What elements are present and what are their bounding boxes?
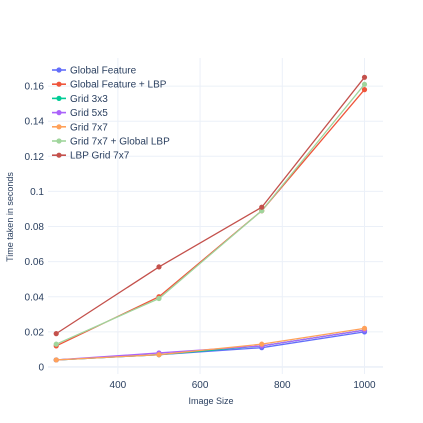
series-line — [56, 329, 365, 361]
data-point — [53, 331, 59, 337]
x-axis-title: Image Size — [188, 396, 233, 406]
data-point — [53, 341, 59, 347]
legend-label: Global Feature — [70, 66, 137, 77]
legend-item[interactable]: Grid 7x7 — [52, 122, 108, 133]
legend-swatch-marker — [56, 110, 62, 116]
series-grid-7x7 — [53, 325, 368, 363]
x-axis-ticks: 400 600 800 1000 — [110, 380, 377, 391]
series-line — [56, 327, 365, 361]
legend-item[interactable]: Grid 5x5 — [52, 108, 108, 119]
y-tick-label: 0.08 — [25, 222, 45, 233]
legend-swatch-marker — [56, 95, 62, 101]
legend-label: LBP Grid 7x7 — [70, 151, 130, 162]
data-point — [156, 295, 162, 302]
legend-label: Grid 7x7 + Global LBP — [70, 137, 170, 148]
series-lbp-grid-7x7 — [53, 74, 368, 337]
x-tick-label: 1000 — [353, 380, 376, 391]
x-tick-label: 600 — [192, 380, 209, 391]
legend-swatch-marker — [56, 152, 62, 158]
legend-swatch-marker — [56, 124, 62, 130]
y-tick-label: 0 — [38, 362, 44, 373]
legend-item[interactable]: Grid 7x7 + Global LBP — [52, 137, 170, 148]
legend: Global Feature Global Feature + LBP Grid 3… — [52, 66, 170, 162]
data-point — [361, 325, 368, 331]
series-line — [55, 76, 366, 335]
y-tick-label: 0.02 — [25, 327, 45, 338]
series-line — [55, 83, 366, 345]
legend-item[interactable]: Global Feature — [52, 66, 137, 77]
legend-swatch-marker — [56, 138, 62, 144]
y-tick-label: 0.14 — [25, 117, 45, 128]
y-tick-label: 0.06 — [25, 257, 45, 268]
legend-label: Global Feature + LBP — [70, 80, 167, 91]
data-point — [53, 357, 59, 363]
legend-label: Grid 3x3 — [70, 94, 108, 105]
data-point — [361, 81, 368, 87]
y-tick-label: 0.12 — [25, 152, 45, 163]
y-axis-ticks: 0 0.02 0.04 0.06 0.08 0.1 0.12 0.14 0.16 — [25, 82, 45, 374]
series-line — [56, 329, 365, 361]
data-point — [156, 264, 162, 270]
legend-label: Grid 7x7 — [70, 122, 108, 133]
data-point — [259, 341, 265, 347]
x-tick-label: 800 — [274, 380, 291, 391]
data-point — [361, 87, 368, 93]
legend-swatch-marker — [56, 67, 62, 73]
y-tick-label: 0.04 — [25, 292, 45, 303]
x-tick-label: 400 — [110, 380, 127, 391]
legend-item[interactable]: LBP Grid 7x7 — [52, 151, 130, 162]
legend-item[interactable]: Global Feature + LBP — [52, 80, 167, 91]
legend-item[interactable]: Grid 3x3 — [52, 94, 108, 105]
legend-label: Grid 5x5 — [70, 108, 108, 119]
y-axis-title: Time taken in seconds — [5, 172, 15, 262]
grid-lines — [48, 58, 383, 374]
legend-swatch-marker — [56, 81, 62, 87]
series-lines — [53, 74, 368, 363]
y-tick-label: 0.16 — [25, 82, 45, 93]
y-tick-label: 0.1 — [30, 187, 44, 198]
data-point — [361, 74, 368, 80]
data-point — [259, 204, 265, 210]
data-point — [156, 352, 162, 358]
